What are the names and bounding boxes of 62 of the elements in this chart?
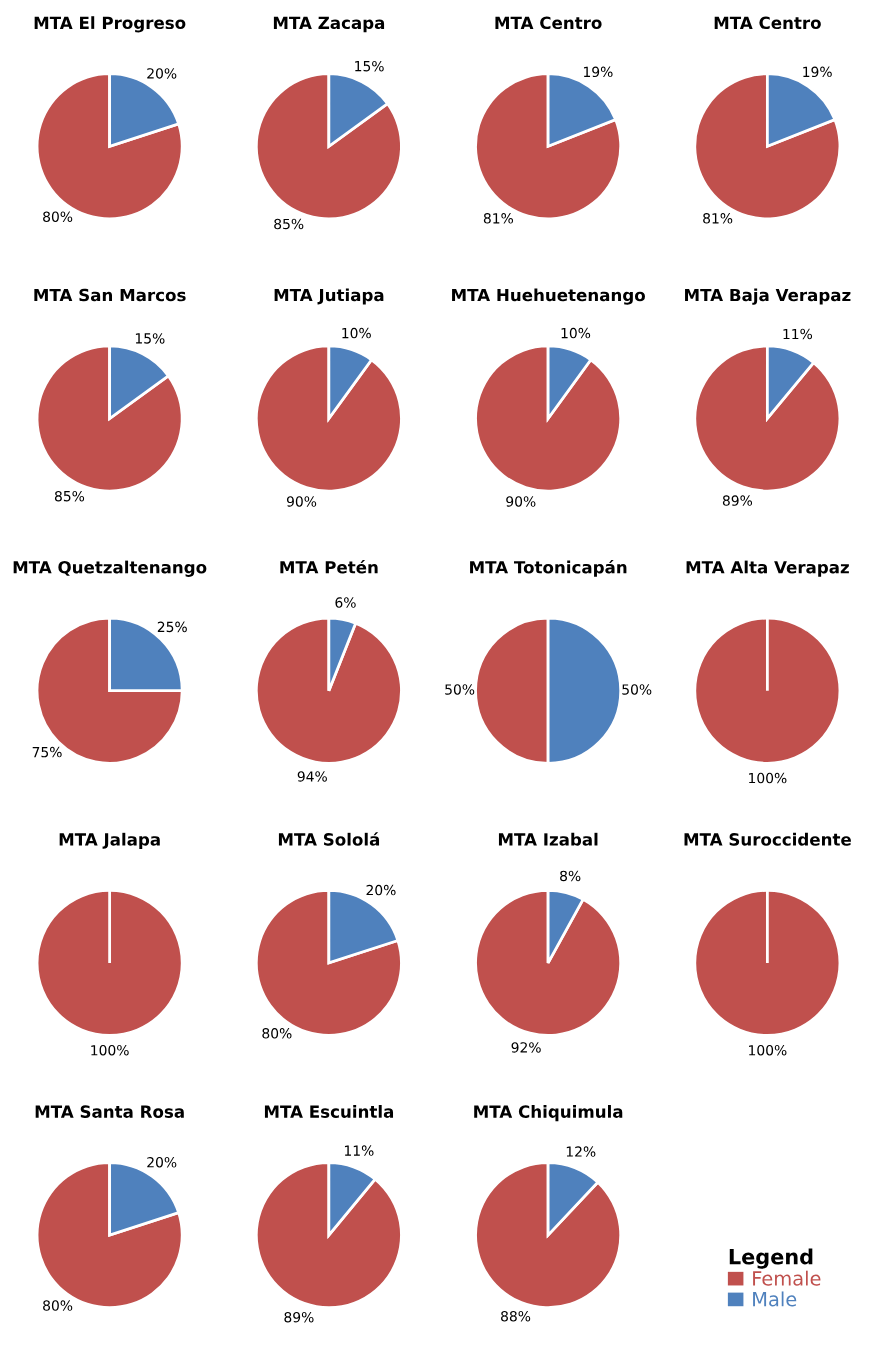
legend-title: Legend — [729, 1248, 813, 1269]
data-label: 20% — [147, 68, 177, 79]
data-label: 75% — [32, 746, 62, 758]
data-label: 6% — [335, 597, 356, 608]
chart-title: MTA Centro — [495, 16, 602, 30]
data-label: 11% — [783, 328, 813, 340]
data-label: 92% — [511, 1042, 541, 1053]
data-label: 85% — [54, 490, 85, 502]
chart-title: MTA Centro — [714, 16, 821, 30]
data-label: 20% — [366, 884, 396, 896]
data-label: 12% — [566, 1146, 596, 1157]
data-label: 10% — [561, 327, 591, 339]
data-label: 100% — [749, 772, 787, 784]
chart-title: MTA Totonicapán — [470, 559, 627, 577]
data-label: 89% — [722, 495, 753, 506]
chart-title: MTA Zacapa — [273, 16, 385, 33]
legend-label: Female — [753, 1270, 821, 1286]
chart-title: MTA Alta Verapaz — [686, 560, 849, 577]
data-label: 100% — [91, 1044, 129, 1056]
data-label: 8% — [560, 870, 581, 882]
data-label: 50% — [445, 684, 475, 695]
chart-title: MTA Izabal — [498, 832, 598, 846]
chart-title: MTA El Progreso — [34, 16, 186, 33]
data-label: 88% — [501, 1310, 531, 1322]
chart-title: MTA Baja Verapaz — [685, 288, 851, 305]
data-label: 25% — [157, 621, 187, 633]
data-label: 80% — [43, 211, 73, 222]
pie-slice — [35, 344, 184, 493]
data-label: 15% — [135, 333, 165, 344]
data-label: 20% — [147, 1157, 177, 1168]
chart-title: MTA Jalapa — [59, 832, 160, 849]
pie-slice — [254, 1161, 403, 1310]
data-label: 100% — [749, 1044, 787, 1056]
chart-title: MTA Chiquimula — [474, 1105, 623, 1122]
data-label: 81% — [483, 213, 514, 224]
data-label: 94% — [297, 771, 327, 782]
data-label: 15% — [355, 60, 384, 72]
pie-slice — [693, 344, 842, 493]
data-label: 85% — [274, 218, 304, 230]
chart-title: MTA Quetzaltenango — [13, 560, 207, 577]
chart-title: MTA Escuintla — [264, 1105, 394, 1118]
data-label: 90% — [286, 496, 317, 507]
data-label: 11% — [344, 1145, 374, 1156]
data-label: 80% — [262, 1028, 292, 1039]
data-label: 19% — [803, 66, 832, 78]
chart-title: MTA Sololá — [278, 832, 380, 846]
pie-slice — [254, 616, 403, 765]
data-label: 81% — [703, 213, 733, 224]
chart-title: MTA Petén — [280, 559, 378, 574]
legend-label: Male — [753, 1291, 797, 1307]
data-label: 19% — [583, 66, 613, 78]
chart-title: MTA San Marcos — [34, 288, 186, 302]
data-label: 50% — [622, 684, 652, 695]
chart-title: MTA Suroccidente — [684, 832, 851, 846]
chart-title: MTA Huehuetenango — [452, 288, 645, 305]
data-label: 90% — [506, 496, 536, 507]
chart-title: MTA Santa Rosa — [35, 1105, 184, 1118]
data-label: 89% — [284, 1311, 314, 1323]
chart-title: MTA Jutiapa — [274, 288, 384, 305]
data-label: 80% — [43, 1300, 73, 1311]
pie-slice — [474, 1161, 623, 1310]
data-label: 10% — [342, 327, 371, 339]
